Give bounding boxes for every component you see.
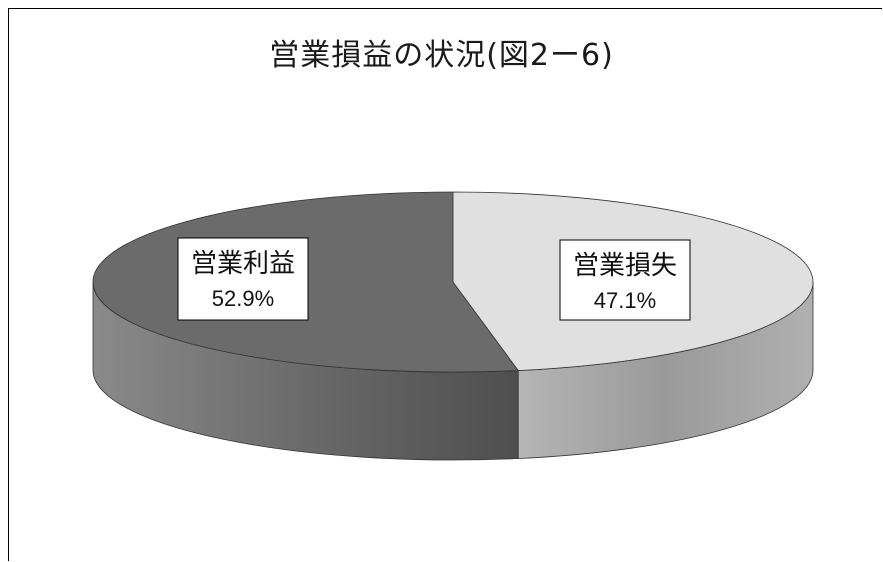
label-operating-loss: 営業損失 47.1% (560, 240, 690, 320)
label-operating-profit-value: 52.9% (212, 286, 274, 311)
label-operating-profit: 営業利益 52.9% (178, 238, 308, 320)
label-operating-profit-category: 営業利益 (191, 249, 295, 279)
label-operating-loss-category: 営業損失 (573, 251, 677, 281)
label-operating-loss-value: 47.1% (594, 288, 656, 313)
